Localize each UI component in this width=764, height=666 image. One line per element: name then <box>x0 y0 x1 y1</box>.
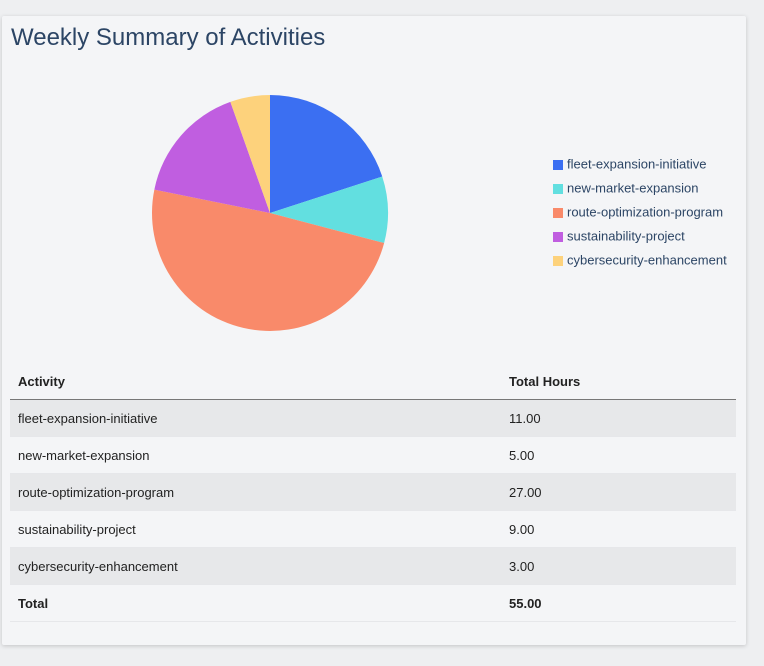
total-row: Total 55.00 <box>10 584 736 622</box>
table-row: new-market-expansion 5.00 <box>10 436 736 474</box>
table-row: sustainability-project 9.00 <box>10 510 736 548</box>
table-cell: sustainability-project <box>10 510 501 548</box>
table-cell: 11.00 <box>501 399 736 437</box>
header-cell: Total Hours <box>501 364 736 400</box>
legend-label: sustainability-project <box>567 228 685 243</box>
total-cell: Total <box>10 584 501 622</box>
legend-swatch <box>553 160 563 170</box>
table-body: fleet-expansion-initiative 11.00 new-marke… <box>10 399 736 622</box>
legend-label: fleet-expansion-initiative <box>567 156 706 171</box>
table-cell: new-market-expansion <box>10 436 501 474</box>
table-cell: cybersecurity-enhancement <box>10 547 501 585</box>
header-cell: Activity <box>10 364 501 400</box>
table-row: route-optimization-program 27.00 <box>10 473 736 511</box>
pie-slice <box>270 95 383 213</box>
table-cell: fleet-expansion-initiative <box>10 399 501 437</box>
legend-label: cybersecurity-enhancement <box>567 252 727 267</box>
legend-label: route-optimization-program <box>567 204 723 219</box>
table-cell: 5.00 <box>501 436 736 474</box>
card: Weekly Summary of Activities fleet-expan… <box>2 16 746 645</box>
legend-swatch <box>553 208 563 218</box>
table-cell: route-optimization-program <box>10 473 501 511</box>
legend-swatch <box>553 232 563 242</box>
total-cell: 55.00 <box>501 584 736 622</box>
pie-slice <box>270 176 388 243</box>
header-row: Activity Total Hours <box>10 364 736 400</box>
chart-title: Weekly Summary of Activities <box>11 24 326 51</box>
table-row: cybersecurity-enhancement 3.00 <box>10 547 736 585</box>
pie-slice <box>152 189 385 331</box>
legend-swatch <box>553 184 563 194</box>
legend-swatch <box>553 256 563 266</box>
summary-table: Activity Total Hours fleet-expansion-init… <box>10 364 736 622</box>
table-cell: 3.00 <box>501 547 736 585</box>
table-row: fleet-expansion-initiative 11.00 <box>10 399 736 437</box>
legend-label: new-market-expansion <box>567 180 699 195</box>
table-cell: 27.00 <box>501 473 736 511</box>
chart: fleet-expansion-initiative new-market-exp… <box>152 95 727 331</box>
table-cell: 9.00 <box>501 510 736 548</box>
pie-slice <box>230 95 270 213</box>
pie-slice <box>154 101 270 213</box>
